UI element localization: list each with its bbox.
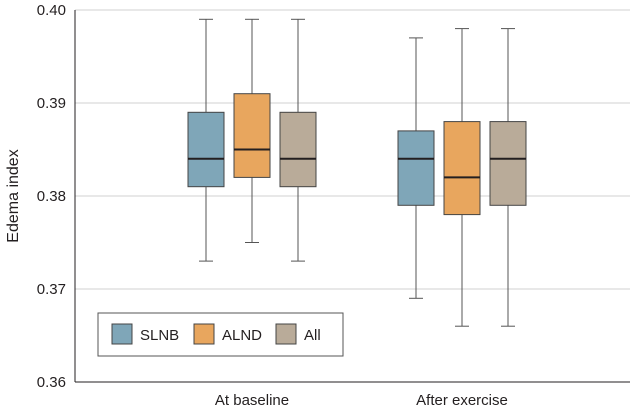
gridlines	[75, 9, 630, 290]
box-all-baseline	[279, 18, 317, 262]
box-slnb-baseline	[187, 18, 225, 262]
y-tick-label: 0.40	[37, 2, 66, 19]
legend-label-alnd: ALND	[222, 327, 262, 344]
box-iqr	[397, 130, 435, 206]
box-alnd-after-exercise	[443, 28, 481, 327]
box-iqr	[187, 111, 225, 188]
y-tick-label: 0.39	[37, 95, 66, 112]
legend-label-slnb: SLNB	[140, 327, 179, 344]
box-alnd-baseline	[233, 18, 271, 243]
y-tick-label: 0.38	[37, 188, 66, 205]
box-iqr	[443, 121, 481, 216]
x-tick-label: At baseline	[215, 392, 289, 409]
y-tick-label: 0.37	[37, 281, 66, 298]
box-slnb-after-exercise	[397, 37, 435, 299]
legend-swatch-all	[275, 323, 297, 345]
boxes	[187, 18, 527, 327]
legend: SLNB ALND All	[97, 312, 344, 357]
box-iqr	[489, 121, 527, 206]
legend-swatch-alnd	[193, 323, 215, 345]
legend-box	[97, 312, 344, 357]
y-axis-title: Edema index	[5, 149, 22, 242]
y-tick-label: 0.36	[37, 374, 66, 391]
box-iqr	[233, 93, 271, 178]
legend-swatch-slnb	[111, 323, 133, 345]
axes: 0.36 0.37 0.38 0.39 0.40 At baseline After exe…	[5, 2, 630, 409]
x-tick-label: After exercise	[416, 392, 508, 409]
box-all-after-exercise	[489, 28, 527, 327]
legend-label-all: All	[304, 327, 321, 344]
box-iqr	[279, 111, 317, 188]
